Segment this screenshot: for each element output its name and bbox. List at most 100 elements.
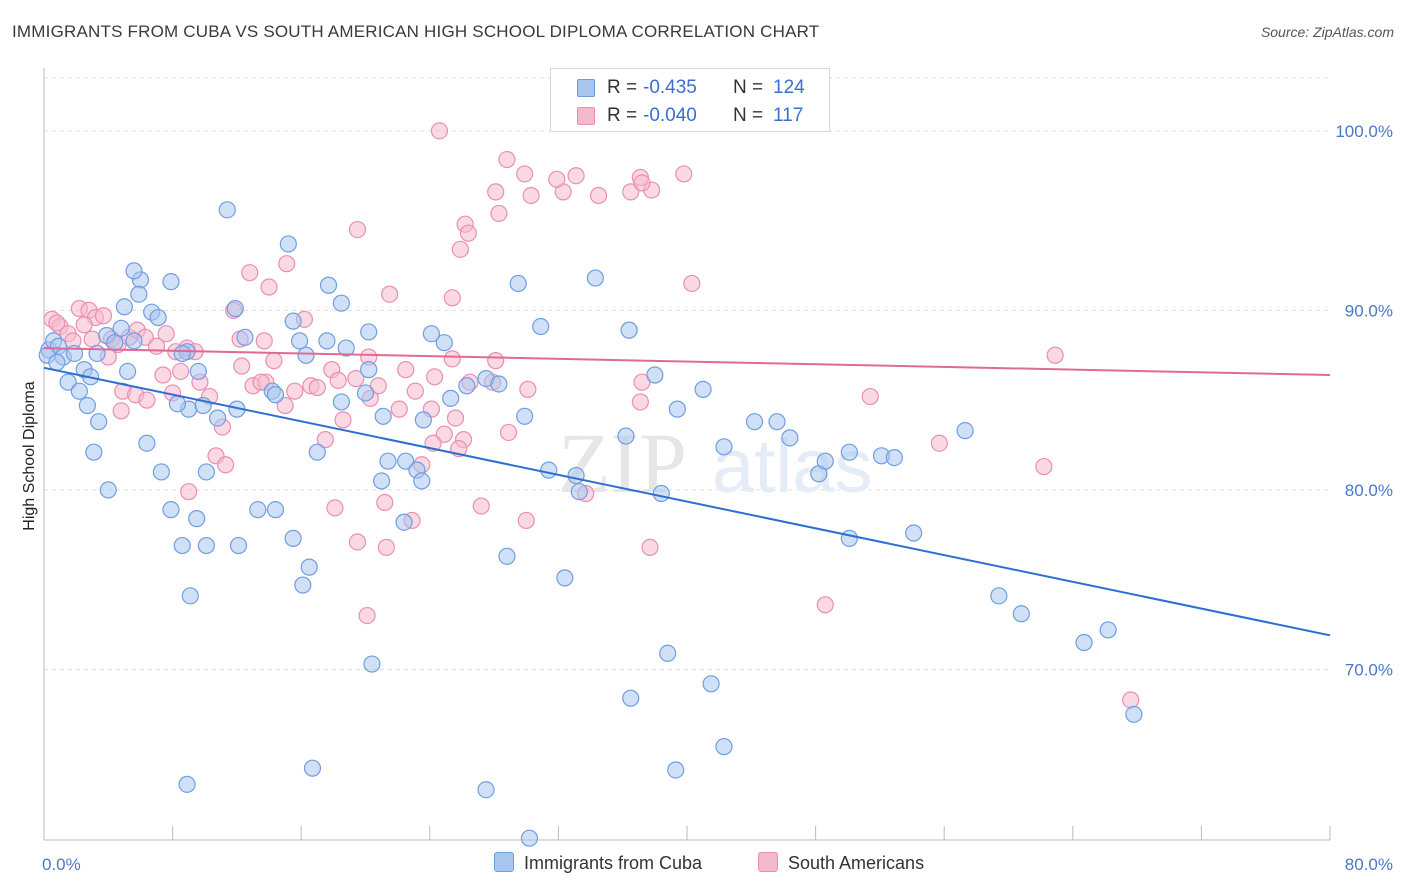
point-immigrants-from-cuba — [556, 569, 574, 587]
point-immigrants-from-cuba — [178, 775, 196, 793]
point-south-americans — [397, 361, 415, 379]
legend-n-label: N = — [733, 77, 764, 98]
legend-r-label: R = — [607, 105, 638, 126]
point-immigrants-from-cuba — [715, 738, 733, 756]
y-tick-label: 100.0% — [1335, 122, 1393, 141]
point-south-americans — [94, 307, 113, 325]
point-south-americans — [154, 366, 172, 384]
point-immigrants-from-cuba — [516, 407, 534, 425]
point-south-americans — [443, 350, 461, 368]
point-south-americans — [443, 289, 461, 307]
point-immigrants-from-cuba — [567, 466, 585, 485]
point-south-americans — [633, 373, 651, 391]
point-immigrants-from-cuba — [360, 361, 378, 379]
point-immigrants-from-cuba — [173, 344, 191, 363]
point-immigrants-from-cuba — [1099, 621, 1117, 639]
point-south-americans — [430, 122, 449, 140]
legend-swatch-pink — [758, 852, 778, 872]
point-immigrants-from-cuba — [226, 299, 244, 318]
point-immigrants-from-cuba — [138, 434, 156, 452]
point-south-americans — [316, 431, 334, 449]
legend-swatch-blue — [577, 79, 595, 97]
point-immigrants-from-cuba — [659, 644, 677, 662]
legend-item-cuba: Immigrants from Cuba — [494, 852, 702, 874]
point-south-americans — [498, 150, 516, 169]
point-immigrants-from-cuba — [768, 413, 786, 431]
point-south-americans — [377, 538, 395, 556]
point-south-americans — [459, 224, 477, 242]
trend-lines — [43, 347, 1331, 637]
point-immigrants-from-cuba — [816, 452, 834, 470]
trend-line-immigrants-from-cuba — [43, 366, 1331, 637]
point-south-americans — [406, 382, 424, 400]
point-immigrants-from-cuba — [622, 689, 640, 707]
point-immigrants-from-cuba — [106, 334, 124, 352]
point-south-americans — [347, 369, 365, 388]
point-immigrants-from-cuba — [319, 276, 338, 294]
point-south-americans — [286, 382, 304, 400]
legend-n-value: 124 — [773, 77, 805, 98]
point-south-americans — [930, 434, 948, 452]
y-tick-labels: 100.0% 90.0% 80.0% 70.0% — [1335, 122, 1393, 680]
point-south-americans — [683, 274, 701, 293]
series-immigrants-from-cuba — [38, 201, 1143, 847]
legend-item-south-americans: South Americans — [758, 852, 924, 874]
point-south-americans — [255, 332, 273, 350]
point-immigrants-from-cuba — [99, 481, 117, 499]
legend-swatch-blue — [494, 852, 514, 872]
point-immigrants-from-cuba — [229, 536, 248, 555]
legend-row-south-americans: R = -0.040 N = 117 — [551, 101, 829, 129]
point-immigrants-from-cuba — [115, 298, 133, 316]
chart-title: IMMIGRANTS FROM CUBA VS SOUTH AMERICAN H… — [12, 22, 820, 41]
y-axis-label: High School Diploma — [21, 381, 38, 531]
point-immigrants-from-cuba — [905, 524, 923, 542]
point-south-americans — [157, 325, 175, 343]
point-immigrants-from-cuba — [413, 472, 431, 490]
point-immigrants-from-cuba — [1125, 705, 1143, 723]
point-south-americans — [622, 183, 640, 201]
point-immigrants-from-cuba — [290, 332, 309, 350]
point-immigrants-from-cuba — [162, 273, 180, 291]
point-immigrants-from-cuba — [668, 400, 686, 418]
point-south-americans — [451, 240, 469, 258]
point-south-americans — [381, 285, 399, 303]
point-south-americans — [180, 483, 198, 501]
point-immigrants-from-cuba — [266, 501, 285, 519]
point-south-americans — [589, 186, 608, 205]
point-south-americans — [446, 409, 465, 427]
point-south-americans — [519, 380, 537, 398]
point-immigrants-from-cuba — [532, 317, 550, 336]
point-south-americans — [83, 330, 101, 348]
source-label: Source: ZipAtlas.com — [1260, 24, 1394, 40]
point-south-americans — [435, 425, 453, 443]
point-immigrants-from-cuba — [781, 429, 799, 447]
point-immigrants-from-cuba — [422, 325, 441, 343]
point-immigrants-from-cuba — [300, 558, 318, 576]
point-immigrants-from-cuba — [397, 452, 415, 470]
point-south-americans — [487, 183, 505, 201]
point-immigrants-from-cuba — [356, 384, 375, 402]
x-tick-label-min: 0.0% — [42, 855, 81, 874]
point-immigrants-from-cuba — [442, 389, 460, 407]
point-south-americans — [390, 400, 408, 418]
point-immigrants-from-cuba — [374, 407, 392, 425]
point-immigrants-from-cuba — [372, 472, 391, 490]
point-immigrants-from-cuba — [620, 321, 638, 339]
point-south-americans — [1035, 457, 1053, 476]
point-south-americans — [1046, 346, 1064, 364]
point-immigrants-from-cuba — [652, 484, 670, 503]
point-immigrants-from-cuba — [1012, 605, 1030, 623]
point-immigrants-from-cuba — [363, 655, 381, 673]
point-south-americans — [265, 352, 283, 370]
point-immigrants-from-cuba — [509, 274, 527, 293]
point-immigrants-from-cuba — [990, 587, 1008, 605]
point-south-americans — [490, 204, 508, 223]
point-immigrants-from-cuba — [70, 382, 88, 400]
point-south-americans — [112, 402, 130, 420]
y-tick-label: 70.0% — [1345, 660, 1393, 679]
point-immigrants-from-cuba — [715, 438, 733, 456]
point-immigrants-from-cuba — [646, 366, 664, 384]
point-south-americans — [522, 186, 540, 205]
point-south-americans — [329, 371, 347, 389]
point-south-americans — [241, 264, 259, 282]
